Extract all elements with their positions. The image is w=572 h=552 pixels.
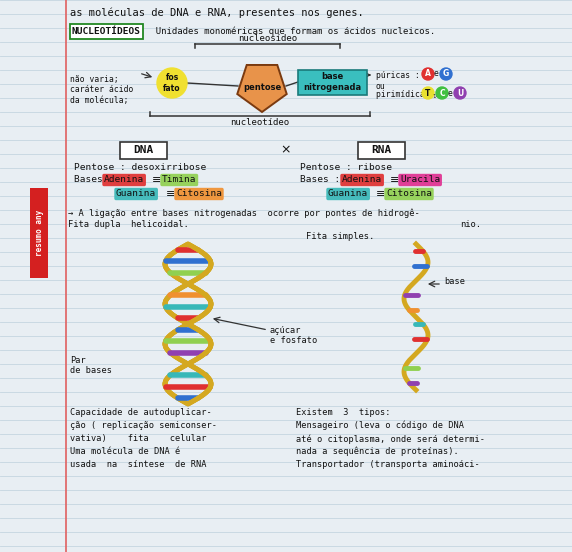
Text: A: A <box>425 70 431 78</box>
Text: U: U <box>457 88 463 98</box>
Text: T: T <box>426 88 431 98</box>
Text: RNA: RNA <box>371 145 391 155</box>
Text: nucleotídeo: nucleotídeo <box>231 118 289 127</box>
Text: Pentose : desoxirribose: Pentose : desoxirribose <box>74 163 206 172</box>
Text: fos
fato: fos fato <box>163 73 181 93</box>
FancyBboxPatch shape <box>30 188 48 278</box>
Text: nucleosídeo: nucleosídeo <box>238 34 297 43</box>
Circle shape <box>157 68 187 98</box>
Text: vativa)    fita    celular: vativa) fita celular <box>70 434 206 443</box>
Text: pirimídicas :: pirimídicas : <box>376 90 439 99</box>
Text: → A ligação entre bases nitrogenadas  ocorre por pontes de hidrogê-: → A ligação entre bases nitrogenadas oco… <box>68 208 420 217</box>
Circle shape <box>454 87 466 99</box>
Text: Guanina: Guanina <box>116 189 156 199</box>
Polygon shape <box>237 65 287 112</box>
Text: ≡: ≡ <box>390 175 399 185</box>
Text: nada a sequência de proteínas).: nada a sequência de proteínas). <box>296 447 459 457</box>
Text: Adenina: Adenina <box>104 176 144 184</box>
FancyBboxPatch shape <box>120 141 166 158</box>
Text: pentose: pentose <box>243 83 281 93</box>
Text: Par
de bases: Par de bases <box>70 356 112 375</box>
Text: Transportador (transporta aminoáci-: Transportador (transporta aminoáci- <box>296 460 480 469</box>
Text: base: base <box>444 278 465 286</box>
Text: Uracila: Uracila <box>400 176 440 184</box>
Circle shape <box>436 87 448 99</box>
Text: nio.: nio. <box>460 220 481 229</box>
Text: ção ( replicação semiconser-: ção ( replicação semiconser- <box>70 421 217 430</box>
Text: G: G <box>443 70 449 78</box>
FancyBboxPatch shape <box>297 70 367 94</box>
Text: até o citoplasma, onde será determi-: até o citoplasma, onde será determi- <box>296 434 485 443</box>
Text: Guanina: Guanina <box>328 189 368 199</box>
Circle shape <box>422 68 434 80</box>
Text: Capacidade de autoduplicar-: Capacidade de autoduplicar- <box>70 408 212 417</box>
Text: açúcar
e fosfato: açúcar e fosfato <box>270 326 317 346</box>
Text: ×: × <box>281 144 291 157</box>
Circle shape <box>440 68 452 80</box>
Text: Citosina: Citosina <box>386 189 432 199</box>
Text: Uma molécula de DNA é: Uma molécula de DNA é <box>70 447 180 456</box>
Text: as moléculas de DNA e RNA, presentes nos genes.: as moléculas de DNA e RNA, presentes nos… <box>70 8 364 19</box>
Text: Unidades monoméricas que formam os ácidos nucleicos.: Unidades monoméricas que formam os ácido… <box>145 26 435 36</box>
Text: Mensageiro (leva o código de DNA: Mensageiro (leva o código de DNA <box>296 421 464 431</box>
Text: Fita simples.: Fita simples. <box>306 232 374 241</box>
FancyBboxPatch shape <box>358 141 404 158</box>
Text: 1: 1 <box>432 93 435 98</box>
Text: ou: ou <box>376 82 386 91</box>
Text: Adenina: Adenina <box>342 176 382 184</box>
FancyBboxPatch shape <box>70 24 142 39</box>
Text: Pentose : ribose: Pentose : ribose <box>300 163 392 172</box>
Text: resumo any: resumo any <box>34 210 43 256</box>
Text: ≡: ≡ <box>166 189 176 199</box>
Text: base
nitrogenada: base nitrogenada <box>303 72 361 92</box>
Text: Citosina: Citosina <box>176 189 222 199</box>
Text: NUCLEOTÍDEOS: NUCLEOTÍDEOS <box>72 26 141 35</box>
Text: Bases :: Bases : <box>74 176 114 184</box>
Text: ≡: ≡ <box>152 175 161 185</box>
Text: Existem  3  tipos:: Existem 3 tipos: <box>296 408 391 417</box>
Text: não varia;
caráter ácido
da molécula;: não varia; caráter ácido da molécula; <box>70 75 133 105</box>
Text: e: e <box>434 70 438 78</box>
Text: usada  na  síntese  de RNA: usada na síntese de RNA <box>70 460 206 469</box>
Text: Bases :: Bases : <box>300 176 340 184</box>
Text: Fita dupla  helicoidal.: Fita dupla helicoidal. <box>68 220 189 229</box>
Text: DNA: DNA <box>133 145 153 155</box>
Text: e: e <box>447 88 452 98</box>
Text: ≡: ≡ <box>376 189 386 199</box>
Text: Timina: Timina <box>162 176 197 184</box>
Text: C: C <box>439 88 445 98</box>
Circle shape <box>422 87 434 99</box>
Text: púricas :: púricas : <box>376 71 420 80</box>
